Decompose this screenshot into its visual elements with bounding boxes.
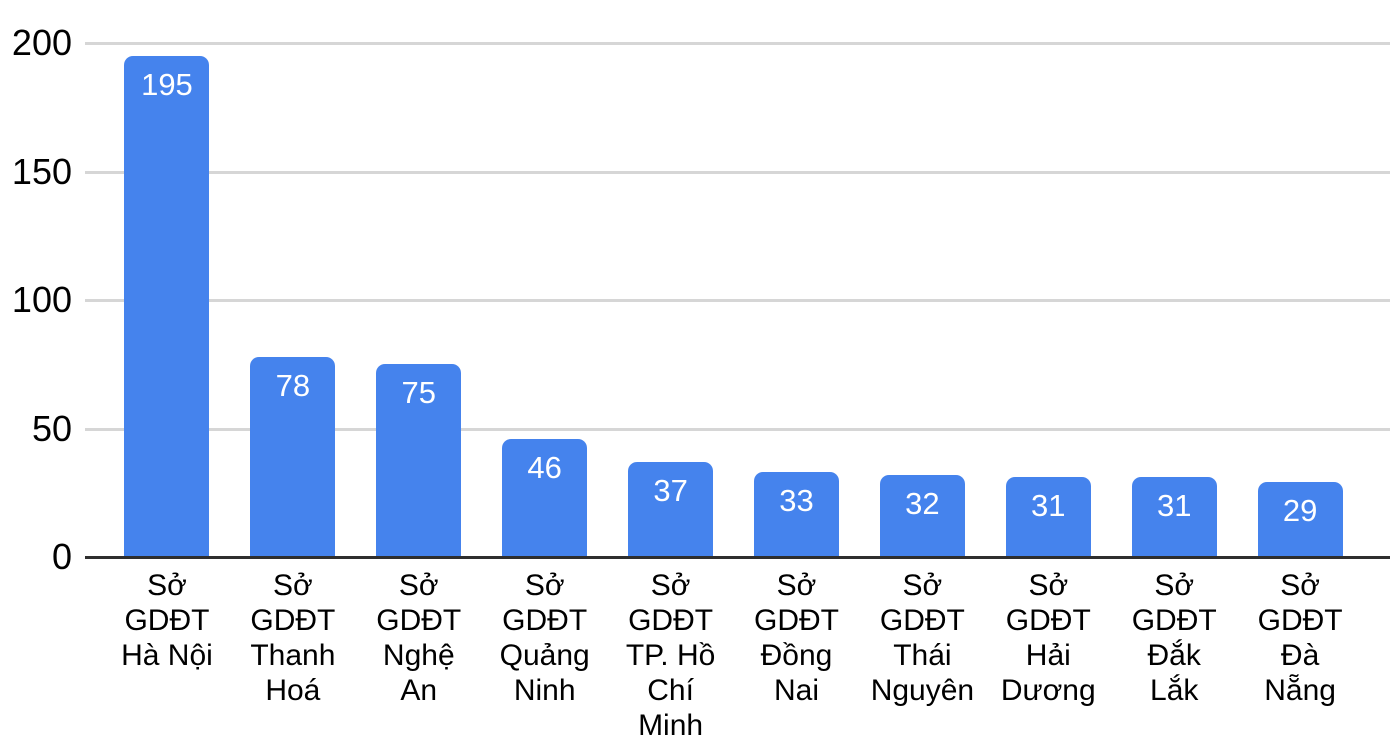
bar-value-label: 29 (1282, 493, 1318, 528)
gridline-50 (85, 427, 1390, 431)
bar-column-2: 75 (356, 0, 482, 557)
bar-column-8: 31 (1111, 0, 1237, 557)
bar-column-6: 32 (859, 0, 985, 557)
bar-4: 37 (628, 462, 714, 557)
bar-column-9: 29 (1237, 0, 1363, 557)
x-axis-label-2: Sở GDĐT Nghệ An (376, 569, 462, 707)
bar-value-label: 46 (527, 450, 562, 485)
bar-7: 31 (1005, 477, 1091, 557)
x-axis-label-0: Sở GDĐT Hà Nội (121, 569, 213, 672)
bar-6: 32 (879, 475, 965, 557)
x-axis-baseline (85, 556, 1390, 559)
gridline-200 (85, 42, 1390, 45)
gridline-150 (85, 170, 1390, 174)
x-axis-label-3: Sở GDĐT Quảng Ninh (499, 569, 590, 707)
bar-column-7: 31 (985, 0, 1111, 557)
bar-column-1: 78 (230, 0, 356, 557)
bar-column-0: 195 (104, 0, 230, 557)
bar-5: 33 (753, 472, 839, 557)
x-axis-label-5: Sở GDĐT Đồng Nai (753, 569, 839, 707)
bars-layer: 195 78 75 46 37 33 32 31 31 29 (104, 0, 1363, 557)
bar-8: 31 (1131, 477, 1217, 557)
x-axis-label-9: Sở GDĐT Đà Nẵng (1257, 569, 1343, 707)
bar-3: 46 (502, 439, 588, 557)
y-tick-label-150: 150 (11, 150, 72, 192)
bar-value-label: 32 (905, 486, 940, 521)
y-tick-label-200: 200 (11, 22, 72, 63)
bar-value-label: 37 (653, 473, 688, 508)
x-axis-label-7: Sở GDĐT Hải Dương (1000, 569, 1096, 707)
bar-value-label: 195 (141, 67, 193, 102)
bar-0: 195 (124, 56, 210, 557)
y-tick-label-0: 0 (51, 536, 72, 577)
bar-9: 29 (1257, 482, 1343, 557)
x-axis-label-4: Sở GDĐT TP. Hồ Chí Minh (625, 569, 716, 742)
bar-value-label: 31 (1031, 488, 1066, 523)
bar-column-5: 33 (734, 0, 860, 557)
bar-column-4: 37 (608, 0, 734, 557)
bar-2: 75 (376, 364, 462, 557)
gridline-100 (85, 299, 1390, 302)
bar-1: 78 (250, 357, 336, 557)
y-tick-label-100: 100 (11, 279, 72, 320)
x-axis-label-6: Sở GDĐT Thái Nguyên (870, 569, 975, 707)
bar-value-label: 31 (1156, 488, 1192, 523)
x-axis-labels: Sở GDĐT Hà Nội Sở GDĐT Thanh Hoá Sở GDĐT N… (104, 568, 1363, 743)
bar-column-3: 46 (482, 0, 608, 557)
y-tick-label-50: 50 (31, 407, 72, 449)
bar-value-label: 78 (275, 368, 311, 403)
x-axis-label-1: Sở GDĐT Thanh Hoá (250, 569, 336, 707)
bar-value-label: 33 (779, 483, 814, 518)
bar-value-label: 75 (401, 375, 436, 410)
x-axis-label-8: Sở GDĐT Đắk Lắk (1131, 569, 1217, 707)
